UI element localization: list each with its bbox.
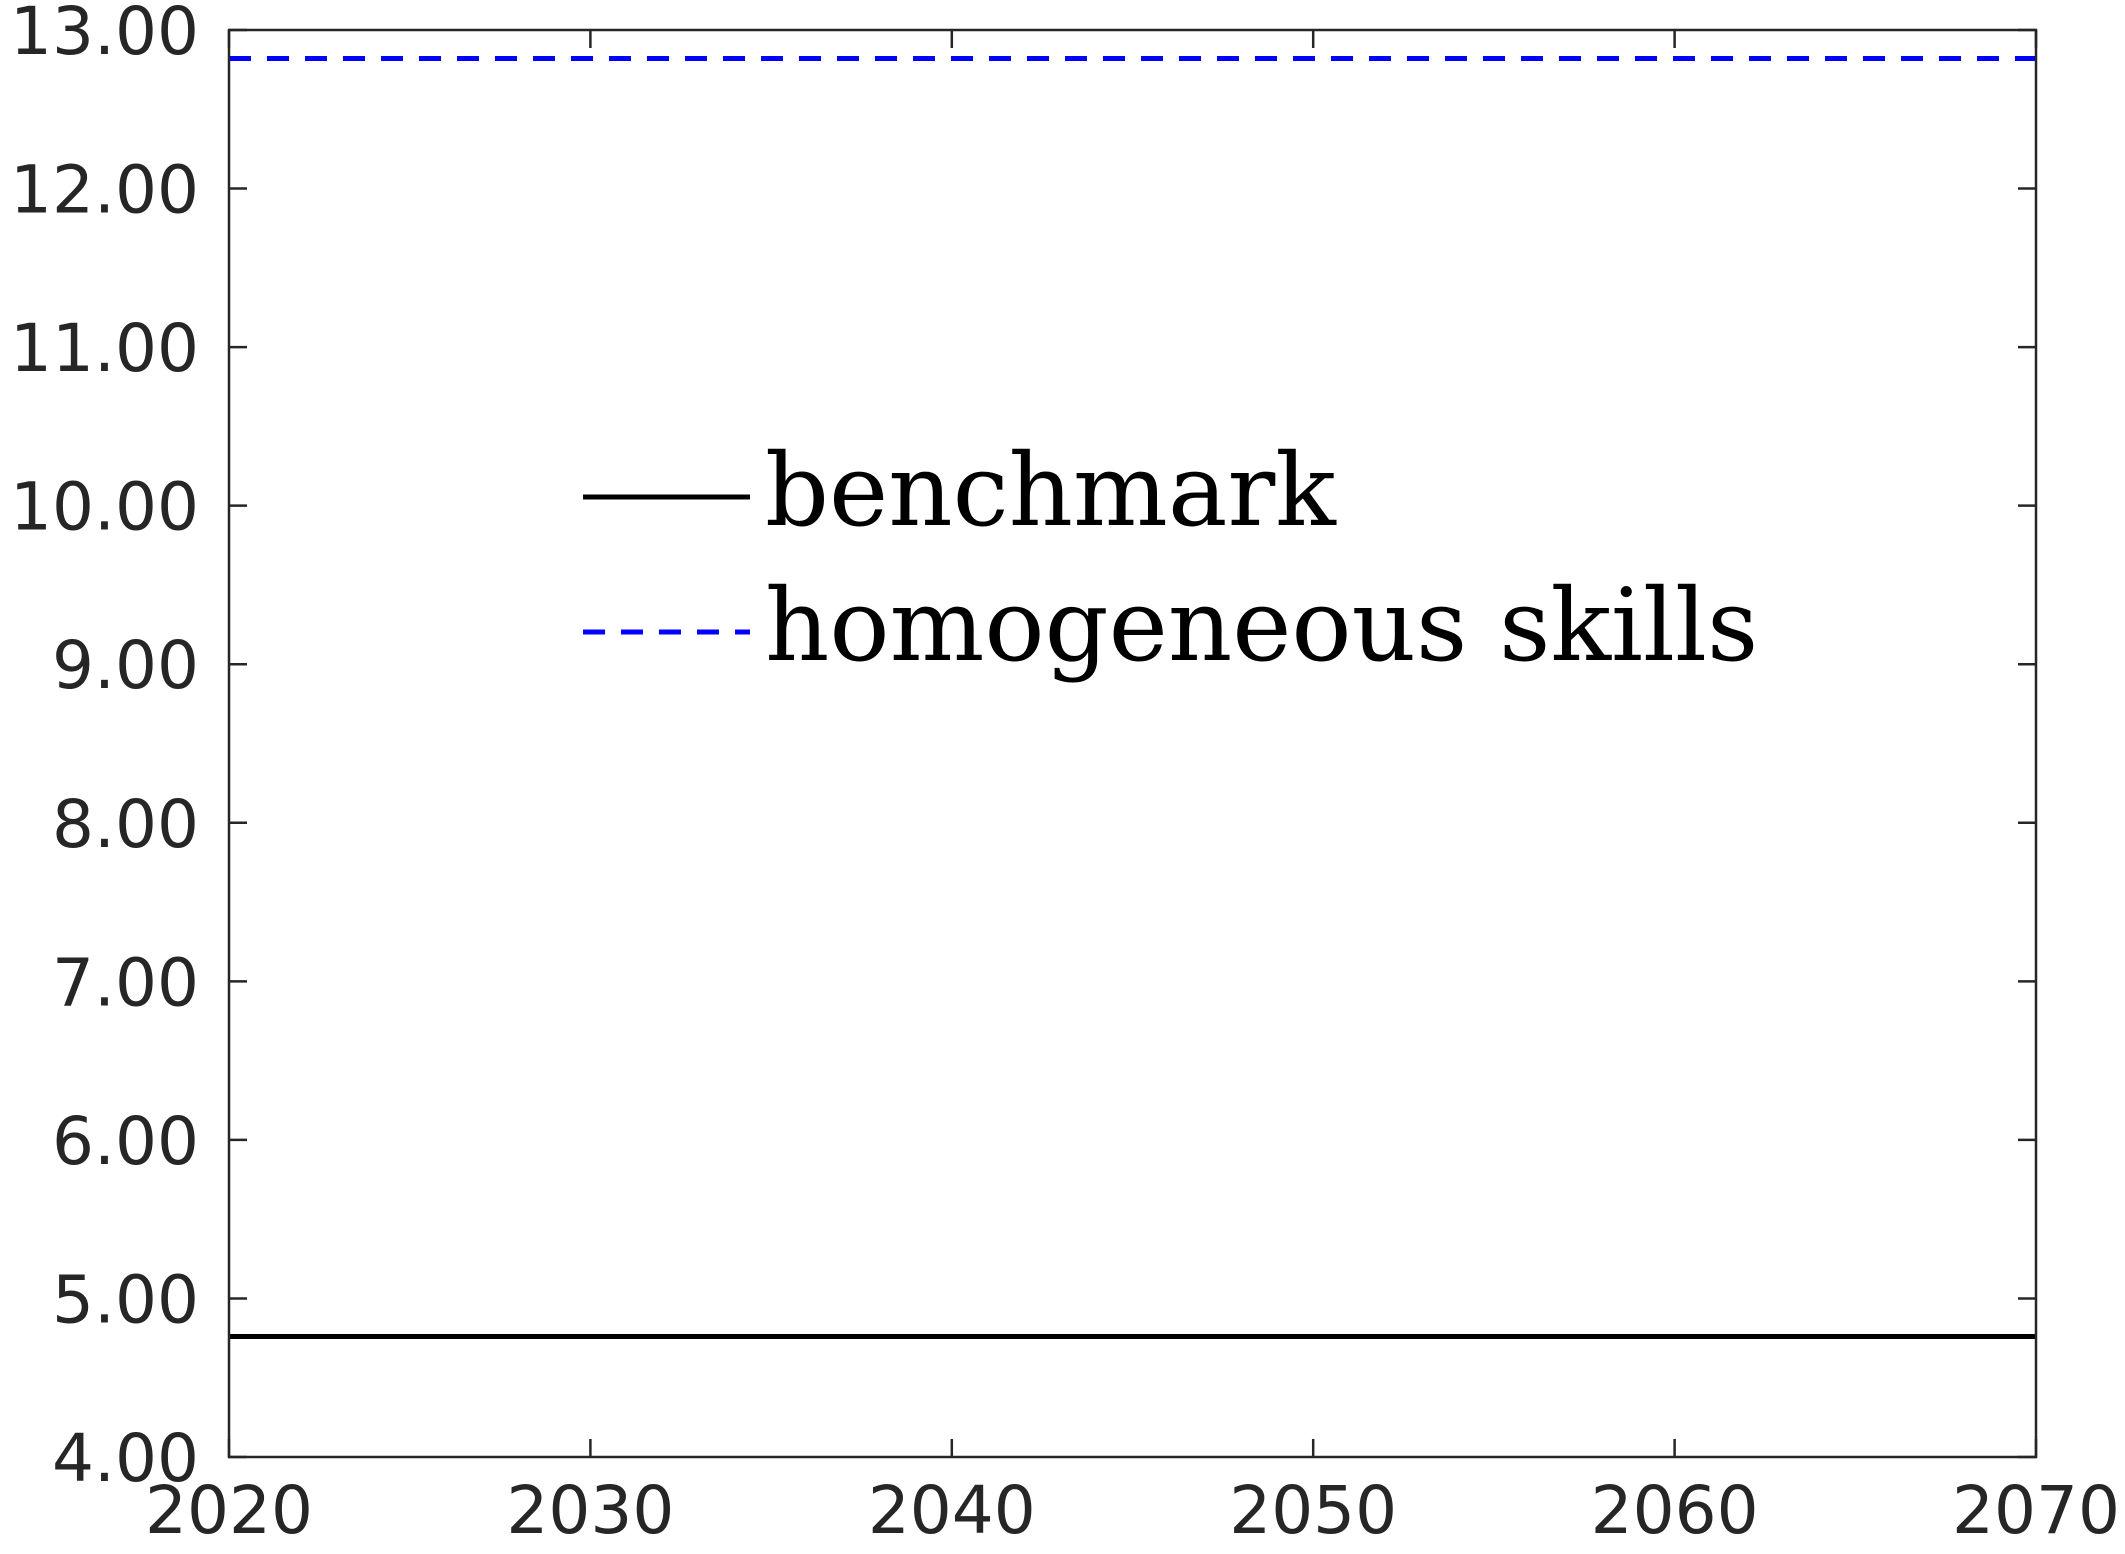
y-tick-label: 10.00: [10, 469, 199, 546]
y-tick-label: 9.00: [52, 627, 199, 704]
y-axis-tick-labels: 4.00 5.00 6.00 7.00 8.00 9.00 10.00 11.00 12.00 1…: [10, 0, 199, 1497]
y-tick-label: 11.00: [10, 310, 199, 387]
y-tick-label: 5.00: [52, 1261, 199, 1338]
y-tick-label: 12.00: [10, 152, 199, 229]
x-tick-label: 2050: [1229, 1472, 1397, 1549]
y-tick-label: 6.00: [52, 1103, 199, 1180]
x-axis-tick-labels: 2020 2030 2040 2050 2060 2070: [145, 1472, 2120, 1549]
plot-frame: [227, 28, 2038, 1459]
y-tick-label: 7.00: [52, 944, 199, 1021]
legend-label: homogeneous skills: [765, 567, 1758, 684]
y-tick-label: 4.00: [52, 1420, 199, 1497]
series-layer: [229, 56, 2036, 1339]
x-tick-label: 2070: [1952, 1472, 2120, 1549]
x-tick-label: 2040: [868, 1472, 1036, 1549]
x-tick-label: 2020: [145, 1472, 313, 1549]
x-tick-label: 2030: [506, 1472, 674, 1549]
y-tick-label: 13.00: [10, 0, 199, 70]
legend-label: benchmark: [765, 432, 1337, 549]
y-tick-label: 8.00: [52, 786, 199, 863]
x-tick-label: 2060: [1591, 1472, 1759, 1549]
legend: benchmark homogeneous skills: [583, 432, 1758, 684]
